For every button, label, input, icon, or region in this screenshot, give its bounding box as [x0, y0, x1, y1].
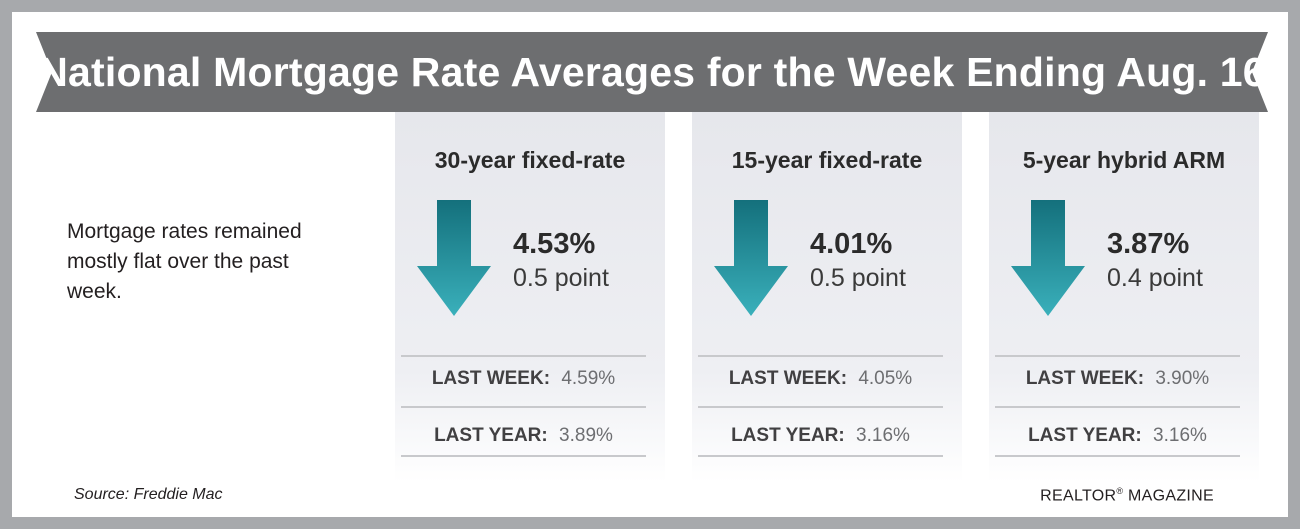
rate-change: 0.5 point	[513, 264, 609, 292]
rate-change: 0.5 point	[810, 264, 906, 292]
brand-logo: REALTOR® MAGAZINE	[1040, 486, 1214, 505]
rate-card-5-year-arm: 5-year hybrid ARM 3.87% 0.4 point LAST W…	[989, 112, 1259, 482]
divider	[401, 455, 646, 457]
last-week-value: 3.90%	[1155, 368, 1210, 389]
current-rate: 4.01%	[810, 228, 893, 260]
divider	[401, 355, 646, 357]
last-week-value: 4.05%	[858, 368, 913, 389]
page-title: National Mortgage Rate Averages for the …	[38, 49, 1266, 95]
infographic-frame: National Mortgage Rate Averages for the …	[12, 12, 1288, 517]
divider	[698, 355, 943, 357]
last-year-row: LAST YEAR: 3.16%	[698, 425, 943, 447]
rate-card-15-year: 15-year fixed-rate 4.01% 0.5 point LAST …	[692, 112, 962, 482]
divider	[995, 406, 1240, 408]
source-note: Source: Freddie Mac	[74, 486, 223, 503]
last-year-label: LAST YEAR:	[1028, 425, 1142, 446]
divider	[995, 455, 1240, 457]
last-year-label: LAST YEAR:	[434, 425, 548, 446]
last-week-row: LAST WEEK: 4.05%	[698, 368, 943, 390]
last-year-row: LAST YEAR: 3.89%	[401, 425, 646, 447]
last-week-label: LAST WEEK:	[728, 368, 848, 389]
card-title: 15-year fixed-rate	[731, 147, 923, 173]
title-banner: National Mortgage Rate Averages for the …	[36, 32, 1268, 112]
divider	[995, 355, 1240, 357]
current-rate: 3.87%	[1107, 228, 1190, 260]
down-arrow-icon	[417, 200, 491, 316]
last-week-label: LAST WEEK:	[1025, 368, 1145, 389]
last-year-row: LAST YEAR: 3.16%	[995, 425, 1240, 447]
card-title: 30-year fixed-rate	[434, 147, 626, 173]
last-week-row: LAST WEEK: 3.90%	[995, 368, 1240, 390]
down-arrow-icon	[1011, 200, 1085, 316]
last-week-value: 4.59%	[561, 368, 616, 389]
registered-mark: ®	[1116, 486, 1124, 496]
divider	[698, 455, 943, 457]
rate-card-30-year: 30-year fixed-rate 4.53% 0.5 point LAST …	[395, 112, 665, 482]
divider	[401, 406, 646, 408]
last-year-value: 3.89%	[559, 425, 613, 446]
last-year-value: 3.16%	[856, 425, 910, 446]
divider	[698, 406, 943, 408]
brand-suffix: MAGAZINE	[1123, 487, 1214, 505]
rate-change: 0.4 point	[1107, 264, 1203, 292]
card-title: 5-year hybrid ARM	[1022, 147, 1226, 173]
down-arrow-icon	[714, 200, 788, 316]
last-week-row: LAST WEEK: 4.59%	[401, 368, 646, 390]
last-week-label: LAST WEEK:	[431, 368, 551, 389]
current-rate: 4.53%	[513, 228, 596, 260]
banner-ribbon-shape	[36, 32, 1268, 112]
intro-text: Mortgage rates remained mostly flat over…	[67, 220, 302, 303]
brand-name: REALTOR	[1040, 487, 1117, 505]
last-year-label: LAST YEAR:	[731, 425, 845, 446]
last-year-value: 3.16%	[1153, 425, 1207, 446]
